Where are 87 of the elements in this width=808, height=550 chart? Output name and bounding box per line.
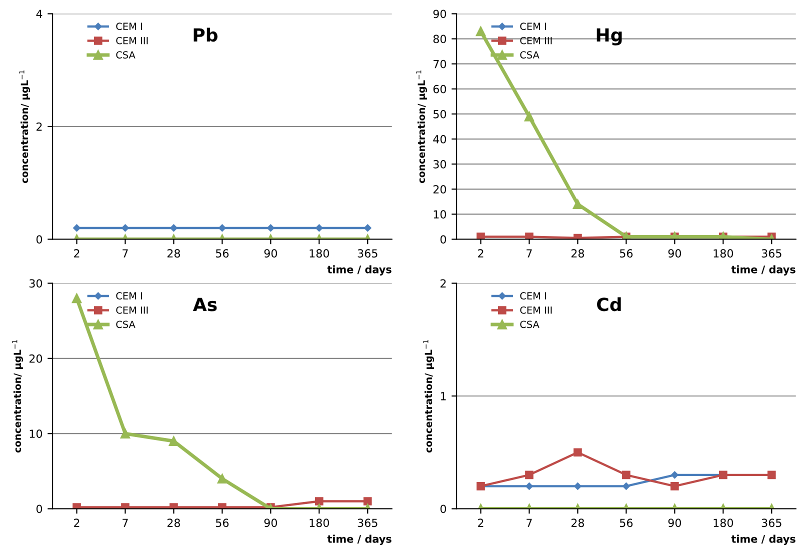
y-tick-label: 20	[433, 185, 446, 194]
point	[525, 232, 534, 240]
x-tick-label: 56	[620, 249, 633, 258]
x-tick-label: 2	[478, 249, 484, 258]
x-tick-label: 56	[216, 249, 229, 258]
y-tick-label: 2	[36, 122, 42, 131]
y-axis-title: concentration/ μgL$^{−1}$	[19, 70, 30, 184]
y-tick-label: 10	[30, 430, 42, 438]
point	[168, 436, 179, 446]
x-tick-label: 56	[620, 518, 633, 528]
x-tick-label: 365	[358, 518, 378, 528]
x-tick-label: 2	[478, 518, 484, 527]
x-axis-title: time / days	[327, 534, 392, 545]
y-tick-label: 4	[36, 10, 42, 18]
legend-label: CSA	[520, 320, 540, 328]
x-tick-label: 28	[167, 518, 180, 528]
point	[363, 497, 372, 506]
legend-label: CSA	[116, 51, 136, 59]
legend-label: CSA	[116, 320, 136, 328]
legend-label: CEM III	[116, 36, 148, 44]
legend-label: CEM III	[520, 36, 552, 44]
x-tick-label: 90	[668, 249, 682, 258]
legend-label: CEM I	[116, 292, 142, 300]
text: As	[192, 298, 217, 312]
x-tick-label: 180	[310, 249, 330, 258]
x-tick-label: 365	[762, 249, 782, 258]
x-axis-title: time / days	[327, 265, 392, 276]
y-axis-title: concentration/ μgL$^{−1}$	[423, 340, 434, 453]
y-tick-label: 10	[434, 210, 446, 219]
y-tick-label: 40	[433, 135, 446, 144]
legend-label: CEM I	[116, 22, 142, 30]
text: Cd	[597, 297, 621, 312]
text: Pb	[194, 28, 218, 42]
legend-label: CSA	[520, 51, 540, 59]
x-tick-label: 56	[216, 518, 229, 528]
x-tick-label: 180	[714, 518, 734, 528]
x-tick-label: 28	[571, 249, 584, 258]
legend-label: CEM III	[520, 306, 552, 314]
x-tick-label: 2	[74, 249, 80, 258]
y-tick-label: 70	[434, 60, 446, 68]
y-tick-label: 50	[434, 110, 446, 118]
point	[217, 474, 228, 484]
y-tick-label: 80	[433, 34, 446, 44]
y-tick-label: 0	[440, 504, 446, 514]
x-tick-label: 7	[122, 518, 128, 527]
point	[314, 497, 324, 506]
point	[72, 293, 82, 304]
x-tick-label: 2	[74, 518, 80, 527]
x-tick-label: 365	[358, 249, 378, 258]
y-axis-title: concentration/ μgL$^{−1}$	[12, 340, 23, 453]
x-tick-label: 28	[167, 249, 180, 258]
point	[218, 503, 226, 509]
point	[524, 112, 534, 122]
text: Hg	[596, 28, 622, 46]
y-tick-label: 30	[434, 160, 446, 168]
x-tick-label: 180	[714, 249, 734, 258]
x-axis-title: time / days	[731, 534, 796, 545]
x-tick-label: 180	[310, 518, 330, 528]
legend-label: CEM I	[520, 22, 546, 30]
y-tick-label: 1	[440, 392, 446, 400]
y-tick-label: 90	[433, 10, 446, 18]
point	[476, 26, 486, 36]
legend-label: CEM I	[520, 292, 546, 300]
y-tick-label: 0	[36, 504, 42, 514]
x-tick-label: 7	[526, 249, 532, 258]
point	[72, 503, 81, 509]
x-tick-label: 7	[526, 518, 532, 527]
x-tick-label: 365	[762, 518, 782, 528]
point	[170, 503, 178, 509]
x-tick-label: 7	[122, 249, 128, 258]
point	[120, 428, 130, 438]
x-axis-title: time / days	[731, 265, 796, 276]
x-tick-label: 90	[668, 518, 682, 528]
y-tick-label: 60	[433, 84, 446, 94]
y-tick-label: 20	[29, 354, 42, 363]
point	[476, 232, 485, 240]
y-axis-title: concentration/ μgL$^{−1}$	[416, 70, 427, 184]
x-tick-label: 90	[264, 249, 278, 258]
y-tick-label: 30	[30, 279, 42, 288]
y-tick-label: 0	[440, 235, 446, 244]
point	[572, 199, 583, 210]
x-tick-label: 28	[571, 518, 584, 528]
x-tick-label: 90	[264, 518, 278, 528]
point	[121, 503, 130, 509]
y-tick-label: 0	[36, 235, 42, 244]
y-tick-label: 2	[440, 279, 446, 288]
legend-label: CEM III	[116, 306, 148, 314]
